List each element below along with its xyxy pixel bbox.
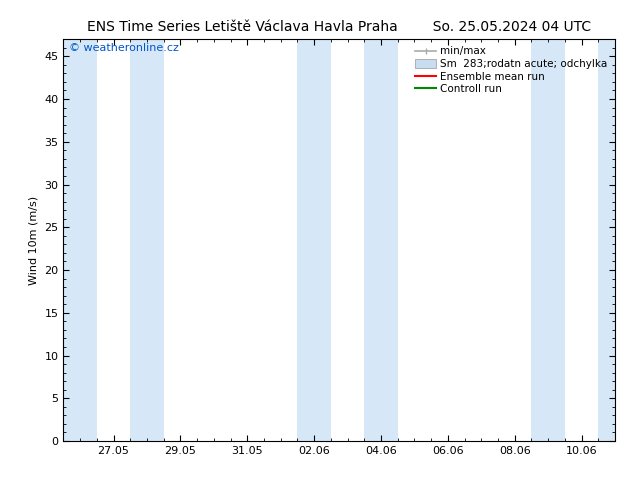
Bar <box>297 39 331 441</box>
Text: © weatheronline.cz: © weatheronline.cz <box>69 43 179 53</box>
Bar <box>63 39 97 441</box>
Y-axis label: Wind 10m (m/s): Wind 10m (m/s) <box>29 196 39 285</box>
Bar <box>531 39 565 441</box>
Title: ENS Time Series Letiště Václava Havla Praha        So. 25.05.2024 04 UTC: ENS Time Series Letiště Václava Havla Pr… <box>87 20 592 34</box>
Bar <box>130 39 164 441</box>
Bar <box>365 39 398 441</box>
Bar <box>598 39 615 441</box>
Legend: min/max, Sm  283;rodatn acute; odchylka, Ensemble mean run, Controll run: min/max, Sm 283;rodatn acute; odchylka, … <box>411 42 612 98</box>
